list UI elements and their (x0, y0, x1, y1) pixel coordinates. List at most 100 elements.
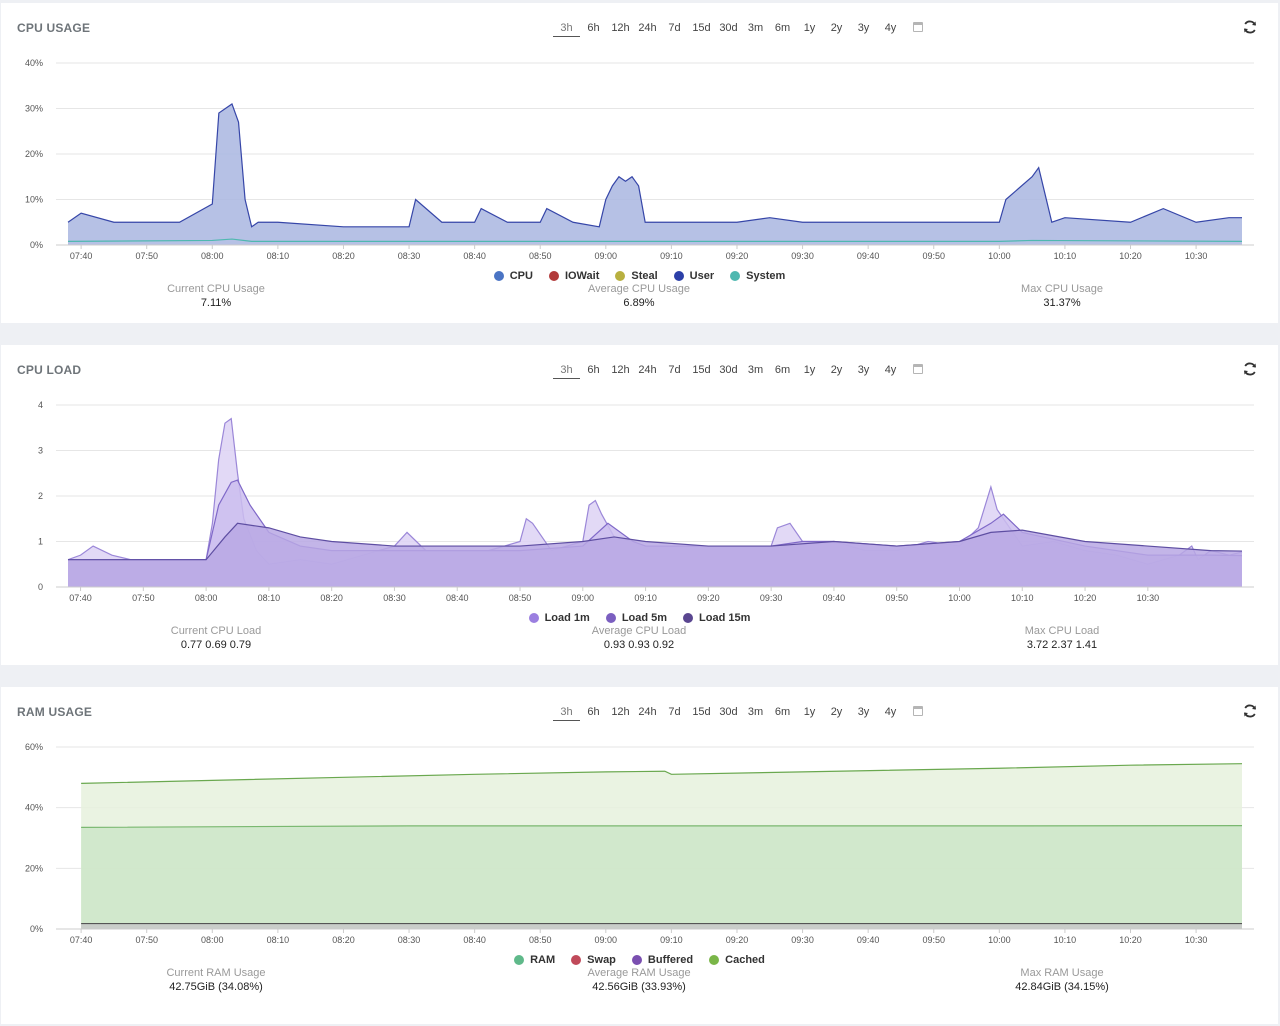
legend-swatch (571, 955, 582, 965)
stat-label: Max RAM Usage (1020, 967, 1104, 979)
legend-item-swap[interactable]: Swap (571, 954, 616, 966)
x-tick-label: 09:20 (726, 251, 749, 261)
legend-item-iowait[interactable]: IOWait (548, 270, 600, 282)
refresh-icon[interactable] (1242, 19, 1258, 35)
range-button-6h[interactable]: 6h (587, 22, 600, 34)
legend-item-load-1m[interactable]: Load 1m (528, 612, 590, 624)
calendar-icon[interactable] (904, 704, 931, 721)
x-tick-label: 10:20 (1119, 251, 1142, 261)
legend-item-load-15m[interactable]: Load 15m (683, 612, 750, 624)
y-tick-label: 20% (25, 149, 43, 159)
legend-item-system[interactable]: System (730, 270, 785, 282)
stat-label: Average CPU Usage (588, 283, 690, 295)
stat-value: 42.84GiB (34.15%) (1015, 981, 1109, 993)
series-area-buffered (81, 923, 1243, 929)
y-tick-label: 10% (25, 195, 43, 205)
range-button-6h[interactable]: 6h (587, 706, 600, 718)
range-button-2y[interactable]: 2y (830, 706, 843, 718)
legend-item-steal[interactable]: Steal (615, 270, 658, 282)
legend-item-cpu[interactable]: CPU (493, 270, 533, 282)
x-tick-label: 09:50 (922, 935, 945, 945)
x-tick-label: 09:40 (823, 593, 846, 603)
legend-item-cached[interactable]: Cached (709, 954, 765, 966)
range-button-24h[interactable]: 24h (638, 22, 657, 34)
range-button-3h[interactable]: 3h (553, 704, 580, 721)
range-button-2y[interactable]: 2y (830, 22, 843, 34)
range-button-1y[interactable]: 1y (803, 706, 816, 718)
range-button-12h[interactable]: 12h (611, 364, 630, 376)
legend-swatch (528, 613, 539, 623)
range-button-15d[interactable]: 15d (692, 22, 711, 34)
range-button-3h[interactable]: 3h (553, 362, 580, 379)
stat-value: 0.93 0.93 0.92 (603, 639, 675, 651)
range-button-7d[interactable]: 7d (668, 22, 681, 34)
range-button-15d[interactable]: 15d (692, 364, 711, 376)
x-tick-label: 09:20 (697, 593, 720, 603)
current-cpu-usage-stat: Current CPU Usage 7.11% (86, 283, 346, 309)
range-button-24h[interactable]: 24h (638, 706, 657, 718)
x-tick-label: 08:40 (463, 251, 486, 261)
range-button-1y[interactable]: 1y (803, 364, 816, 376)
range-button-1y[interactable]: 1y (803, 22, 816, 34)
legend-item-user[interactable]: User (673, 270, 714, 282)
average-cpu-usage-stat: Average CPU Usage 6.89% (509, 283, 769, 309)
range-button-30d[interactable]: 30d (719, 706, 738, 718)
legend-item-load-5m[interactable]: Load 5m (605, 612, 667, 624)
range-button-12h[interactable]: 12h (611, 22, 630, 34)
series-line-system (67, 238, 1243, 242)
range-button-3m[interactable]: 3m (747, 706, 764, 718)
ram-usage-panel: RAM USAGE 3h 6h 12h 24h 7d 15d 30d 3m 6m 1y 2y 3y 4y… (1, 687, 1278, 1024)
stat-value: 42.75GiB (34.08%) (169, 981, 263, 993)
range-button-6m[interactable]: 6m (774, 364, 791, 376)
range-button-4y[interactable]: 4y (884, 364, 897, 376)
series-line-user (67, 103, 1242, 228)
range-button-3y[interactable]: 3y (857, 706, 870, 718)
legend-swatch (631, 955, 642, 965)
legend-swatch (673, 271, 684, 281)
range-button-3h[interactable]: 3h (553, 20, 580, 37)
panel-title: CPU LOAD (17, 363, 82, 377)
x-tick-label: 09:40 (857, 251, 880, 261)
range-button-7d[interactable]: 7d (668, 706, 681, 718)
stat-label: Current RAM Usage (166, 967, 266, 979)
y-tick-label: 20% (25, 863, 43, 873)
y-tick-label: 0% (30, 924, 43, 934)
legend-swatch (548, 271, 559, 281)
x-tick-label: 10:10 (1011, 593, 1034, 603)
refresh-icon[interactable] (1242, 361, 1258, 377)
chart-legend: CPU IOWait Steal User System (1, 270, 1278, 282)
x-tick-label: 07:40 (70, 935, 93, 945)
legend-label: IOWait (564, 270, 600, 282)
x-tick-label: 09:10 (660, 935, 683, 945)
x-tick-label: 09:50 (885, 593, 908, 603)
range-button-30d[interactable]: 30d (719, 22, 738, 34)
range-button-2y[interactable]: 2y (830, 364, 843, 376)
x-tick-label: 09:10 (660, 251, 683, 261)
range-button-4y[interactable]: 4y (884, 706, 897, 718)
y-tick-label: 1 (38, 537, 43, 547)
range-button-24h[interactable]: 24h (638, 364, 657, 376)
legend-swatch (709, 955, 720, 965)
stat-label: Average CPU Load (591, 625, 687, 637)
range-button-3y[interactable]: 3y (857, 364, 870, 376)
x-tick-label: 08:00 (201, 251, 224, 261)
range-button-6m[interactable]: 6m (774, 22, 791, 34)
range-button-15d[interactable]: 15d (692, 706, 711, 718)
range-button-12h[interactable]: 12h (611, 706, 630, 718)
legend-item-ram[interactable]: RAM (514, 954, 555, 966)
range-button-3y[interactable]: 3y (857, 22, 870, 34)
stat-value: 31.37% (1043, 297, 1081, 309)
legend-item-buffered[interactable]: Buffered (631, 954, 693, 966)
range-button-30d[interactable]: 30d (719, 364, 738, 376)
range-button-3m[interactable]: 3m (747, 364, 764, 376)
calendar-icon[interactable] (904, 362, 931, 379)
range-button-3m[interactable]: 3m (747, 22, 764, 34)
legend-swatch (493, 271, 504, 281)
calendar-icon[interactable] (904, 20, 931, 37)
range-button-6m[interactable]: 6m (774, 706, 791, 718)
range-button-7d[interactable]: 7d (668, 364, 681, 376)
range-button-4y[interactable]: 4y (884, 22, 897, 34)
refresh-icon[interactable] (1242, 703, 1258, 719)
current-ram-usage-stat: Current RAM Usage 42.75GiB (34.08%) (86, 967, 346, 993)
range-button-6h[interactable]: 6h (587, 364, 600, 376)
